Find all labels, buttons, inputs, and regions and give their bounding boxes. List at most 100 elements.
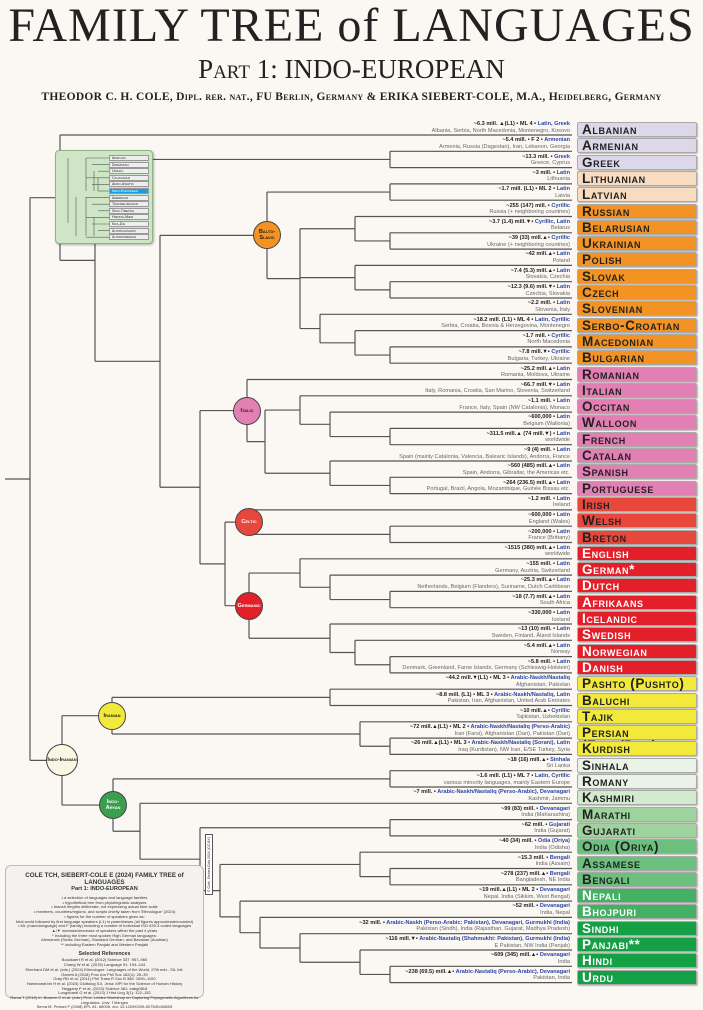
language-label[interactable]: Gujarati [577, 822, 697, 838]
references-list: Bouckaert R et al. (2012) Science 337: 9… [6, 958, 203, 1010]
language-info: ~72 mill.▲(L1) • ML 2 • Arabic-Naskh/Nas… [410, 724, 570, 737]
language-label[interactable]: Czech [577, 285, 697, 300]
language-label[interactable]: Lithuanian [577, 170, 697, 186]
language-info: ~99 (83) mill. • Devanagari India (Mahar… [501, 806, 570, 819]
language-info: ~7.4 (5.3) mill.▲• Latin Slovakia, Czech… [511, 268, 570, 281]
language-label[interactable]: Sinhala [577, 757, 697, 773]
language-label[interactable]: Irish [577, 496, 697, 512]
script-name: Arabic-Naskh (Perso-Arabic: Pakistan), D… [386, 919, 570, 926]
language-row: ~40 (34) mill. • Odia (Oriya) India (Odi… [0, 838, 703, 855]
script-name: Devanagari [539, 887, 570, 894]
region-list: worldwide [545, 551, 570, 558]
language-info: ~200,000 • Latin France (Brittany) [528, 529, 570, 542]
language-label[interactable]: English [577, 545, 697, 561]
reference-item: Garrett A (2018) Proc Am Phil Soc 162(1)… [61, 971, 148, 977]
language-label[interactable]: Albanian [577, 122, 697, 137]
language-label[interactable]: Afrikaans [577, 594, 697, 610]
region-list: Belarus [551, 225, 570, 232]
region-list: India (Odisha) [534, 844, 570, 851]
language-label[interactable]: German* [577, 562, 697, 578]
language-info: ~264 (236.5) mill.▲• Latin Portugal, Bra… [427, 480, 570, 493]
language-row: ~1.2 mill. • Latin Ireland Irish [0, 496, 703, 512]
script-name: Latin [556, 267, 570, 274]
language-label[interactable]: Welsh [577, 513, 697, 529]
language-label[interactable]: Panjabi** [577, 937, 697, 952]
speaker-count: ~1.6 mill. (L1) • ML 7 • [476, 773, 534, 779]
language-label[interactable]: Assamese [577, 855, 697, 871]
language-label[interactable]: Greek [577, 154, 697, 170]
language-label[interactable]: Kurdish [577, 741, 697, 757]
script-name: Arabic-Naskh/Nastaliq, Latin [494, 691, 570, 698]
language-info: ~7 mill. • Arabic-Naskh/Nastaliq (Perso-… [413, 789, 570, 802]
language-label[interactable]: Nepali [577, 888, 697, 904]
language-label[interactable]: Latvian [577, 187, 697, 203]
speaker-count: ~18.2 mill. (L1) • ML 4 • [473, 316, 534, 323]
language-label[interactable]: Portuguese [577, 480, 697, 496]
poster-title: FAMILY TREE of LANGUAGES [8, 0, 695, 52]
script-name: Latin [556, 169, 570, 176]
language-label[interactable]: Slovenian [577, 301, 697, 317]
language-label[interactable]: Marathi [577, 806, 697, 822]
language-label[interactable]: Romany [577, 774, 697, 789]
speaker-count: ~25.3 mill.▲• [520, 577, 556, 584]
language-label[interactable]: Macedonian [577, 333, 697, 349]
language-label[interactable]: Danish [577, 659, 697, 675]
language-label[interactable]: French [577, 431, 697, 447]
language-label[interactable]: Tajik [577, 708, 697, 724]
language-label[interactable]: Odia (Oriya) [577, 839, 697, 855]
language-label[interactable]: Romanian [577, 366, 697, 382]
language-label[interactable]: Serbo-Croatian [577, 317, 697, 333]
language-label[interactable]: Occitan [577, 399, 697, 415]
speaker-count: ~238 (69.5) mill.▲• [405, 968, 455, 975]
region-list: Iceland [551, 616, 570, 623]
language-label[interactable]: Norwegian [577, 643, 697, 659]
speaker-count: ~8.8 mill. (L1) • ML 3 • [435, 691, 493, 698]
language-label[interactable]: Icelandic [577, 611, 697, 626]
script-name: Latin [556, 463, 570, 470]
language-row: ~311.5 mill.▲ (74 mill.▼) • Latin worldw… [0, 431, 703, 447]
language-label[interactable]: Urdu [577, 969, 697, 985]
inset-tree [67, 157, 109, 238]
inset-family-item: Sino-Tibetan [109, 207, 149, 214]
script-name: Latin [556, 447, 570, 453]
language-label[interactable]: Slovak [577, 268, 697, 284]
language-label[interactable]: Bengali [577, 871, 697, 887]
language-row: ~200,000 • Latin France (Brittany) Breto… [0, 529, 703, 545]
language-label[interactable]: Armenian [577, 138, 697, 154]
language-label[interactable]: Swedish [577, 627, 697, 643]
speaker-count: ~6.3 mill. ▲(L1) • ML 4 • [473, 121, 537, 127]
language-label[interactable]: Bhojpuri [577, 904, 697, 920]
speaker-count: ~560 (485) mill.▲• [507, 463, 556, 470]
language-label[interactable]: Belarusian [577, 219, 697, 235]
region-list: Iran (Farsi), Afghanistan (Dari), Pakist… [454, 730, 570, 737]
language-label[interactable]: Sindhi [577, 920, 697, 936]
language-label[interactable]: Kashmiri [577, 790, 697, 806]
language-label[interactable]: Walloon [577, 415, 697, 431]
note-line: • a selection of languages and language … [61, 895, 148, 900]
language-label[interactable]: Spanish [577, 464, 697, 480]
language-info: ~1.6 mill. (L1) • ML 7 • Latin, Cyrillic… [444, 773, 570, 786]
language-label[interactable]: Ukrainian [577, 236, 697, 252]
script-name: Latin [556, 398, 570, 405]
script-name: Latin, Cyrillic [534, 773, 570, 779]
speaker-count: ~1.7 mill. • [522, 332, 550, 339]
language-label[interactable]: Pashto (Pushto) [577, 676, 697, 692]
language-label[interactable]: Hindi [577, 953, 697, 969]
language-label[interactable]: Breton [577, 529, 697, 545]
notes-box: COLE TCH, SIEBERT-COLE E (2024) FAMILY T… [5, 865, 204, 1009]
language-label[interactable]: Italian [577, 382, 697, 398]
language-info: ~18.2 mill. (L1) • ML 4 • Latin, Cyrilli… [441, 317, 570, 330]
note-line: ** including Eastern Panjabi and Western… [60, 942, 149, 948]
clade-italic: Italic [233, 396, 261, 425]
copyright-note: © Cole, Siebert-Cole 2024 (CC-BY) [205, 833, 213, 895]
speaker-count: ~10 mill.▲• [520, 707, 550, 714]
language-label[interactable]: Bulgarian [577, 350, 697, 366]
language-label[interactable]: Catalan [577, 448, 697, 463]
language-label[interactable]: Russian [577, 203, 697, 219]
language-label[interactable]: Dutch [577, 578, 697, 594]
language-label[interactable]: Persian (Farsi/Dari) [577, 725, 697, 752]
language-info: ~330,000 • Latin Iceland [528, 610, 570, 623]
language-label[interactable]: Polish [577, 252, 697, 268]
poster-subtitle: Part 1: INDO-EUROPEAN [198, 54, 505, 84]
language-label[interactable]: Baluchi [577, 692, 697, 708]
